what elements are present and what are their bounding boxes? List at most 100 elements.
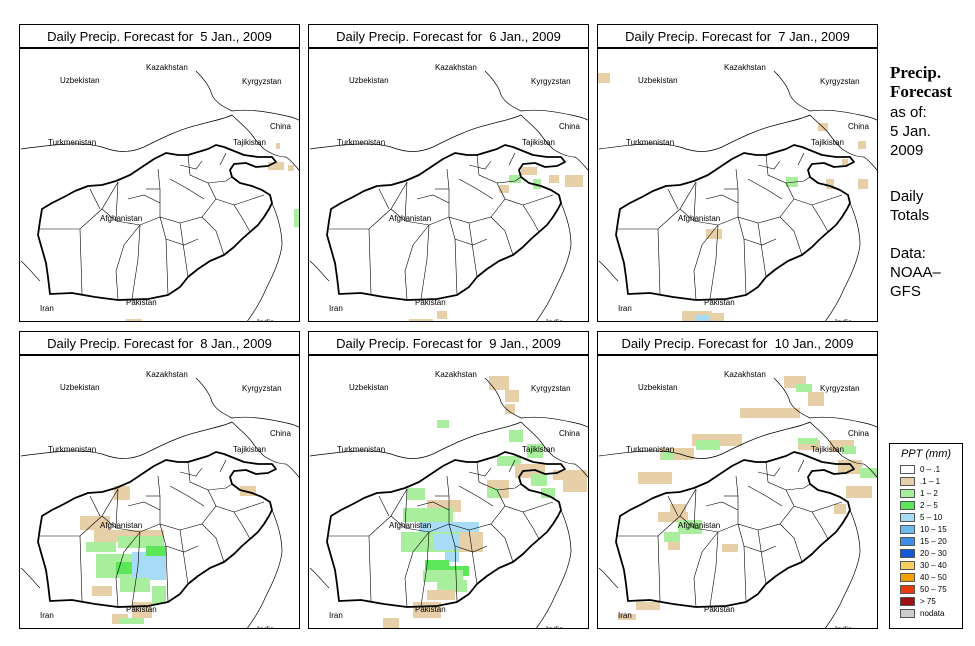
province-boundary	[693, 181, 697, 222]
country-border	[809, 109, 877, 121]
precip-cell	[842, 446, 856, 454]
legend-label: 30 – 40	[920, 561, 947, 570]
country-label-tajikistan: Tajikistan	[522, 445, 555, 454]
country-label-kyrgyzstan: Kyrgyzstan	[531, 77, 571, 86]
legend-item: nodata	[900, 608, 944, 619]
province-boundary	[679, 515, 739, 533]
precip-cell	[120, 618, 144, 624]
precip-cell	[834, 504, 846, 514]
province-boundary	[705, 501, 739, 511]
legend-label: 0 – .1	[920, 465, 941, 474]
province-boundary	[693, 531, 719, 608]
province-boundary	[115, 488, 119, 529]
precip-cell	[383, 618, 399, 628]
country-label-turkmenistan: Turkmenistan	[626, 445, 674, 454]
precip-cell	[407, 488, 425, 500]
forecast-panel-jan-9: Daily Precip. Forecast for 9 Jan., 2009 …	[308, 331, 589, 629]
afghanistan-border	[37, 451, 277, 608]
country-border	[809, 421, 865, 465]
legend-label: .1 – 1	[920, 477, 941, 486]
province-boundary	[508, 459, 516, 473]
country-label-tajikistan: Tajikistan	[233, 445, 266, 454]
country-label-china: China	[270, 122, 291, 131]
legend-swatch	[900, 477, 915, 486]
legend-label: 5 – 10	[920, 513, 943, 522]
precip-map-svg: Uzbekistan Kazakhstan Kyrgyzstan China Turkm…	[20, 370, 299, 628]
data-label: Data:	[890, 245, 926, 262]
country-label-afghanistan: Afghanistan	[678, 214, 720, 223]
precip-cell	[678, 520, 702, 534]
country-label-afghanistan: Afghanistan	[100, 521, 142, 530]
country-border	[285, 463, 299, 478]
legend-swatch	[900, 513, 915, 522]
precip-cell	[826, 179, 834, 189]
country-border	[520, 109, 588, 121]
legend-item: 40 – 50	[900, 572, 947, 583]
province-boundary	[757, 467, 781, 477]
legend-swatch	[900, 465, 915, 474]
province-boundary	[797, 459, 805, 473]
as-of-year: 2009	[890, 142, 924, 159]
precip-cell	[565, 175, 583, 187]
province-boundary	[458, 485, 494, 507]
province-boundary	[693, 488, 697, 529]
country-border	[231, 114, 287, 158]
province-boundary	[446, 475, 478, 585]
precip-cell	[706, 229, 722, 239]
province-boundary	[179, 160, 203, 170]
country-label-china: China	[270, 429, 291, 438]
precip-cell	[638, 472, 672, 484]
precip-map: Uzbekistan Kazakhstan Kyrgyzstan China Turkm…	[19, 48, 300, 322]
precip-cell	[636, 602, 660, 610]
country-label-uzbekistan: Uzbekistan	[60, 76, 100, 85]
precip-cell	[487, 488, 499, 498]
province-boundary	[468, 216, 514, 256]
province-boundary	[785, 176, 811, 184]
province-boundary	[115, 181, 119, 222]
province-boundary	[737, 216, 747, 296]
precip-cell	[505, 404, 515, 414]
country-label-iran: Iran	[618, 304, 632, 313]
province-boundary	[735, 168, 767, 278]
province-boundary	[667, 188, 679, 210]
country-label-india: India	[257, 318, 275, 321]
province-boundary	[657, 535, 661, 602]
country-label-pakistan: Pakistan	[704, 605, 735, 614]
precip-cell	[598, 73, 610, 83]
side-title-line: Forecast	[890, 82, 952, 101]
precip-map-svg: Uzbekistan Kazakhstan Kyrgyzstan China Turkm…	[309, 63, 588, 321]
province-boundary	[169, 178, 205, 200]
precip-cell	[521, 167, 537, 175]
precip-cell	[553, 470, 569, 480]
precip-cell	[126, 319, 142, 321]
precip-cell	[563, 470, 587, 492]
province-boundary	[797, 152, 805, 166]
country-border	[863, 463, 877, 478]
province-boundary	[329, 181, 408, 230]
country-label-turkmenistan: Turkmenistan	[48, 445, 96, 454]
country-label-turkmenistan: Turkmenistan	[337, 138, 385, 147]
legend-swatch	[900, 549, 915, 558]
afghanistan-border	[326, 144, 566, 301]
data-source: NOAA–	[890, 264, 941, 281]
precip-map-svg: Uzbekistan Kazakhstan Kyrgyzstan China Turkm…	[598, 63, 877, 321]
country-border	[773, 70, 811, 112]
country-border	[20, 567, 41, 589]
province-boundary	[40, 181, 119, 230]
province-boundary	[496, 483, 522, 491]
country-border	[598, 114, 811, 152]
province-boundary	[793, 198, 829, 233]
legend-item: 0 – .1	[900, 464, 940, 475]
province-boundary	[157, 168, 189, 278]
country-label-pakistan: Pakistan	[415, 298, 446, 307]
province-boundary	[207, 483, 233, 491]
totals-line: Totals	[890, 207, 930, 224]
precip-cell	[712, 313, 724, 321]
province-boundary	[404, 531, 430, 608]
province-boundary	[468, 160, 492, 170]
precip-map: Uzbekistan Kazakhstan Kyrgyzstan China Turkm…	[19, 355, 300, 629]
country-label-kyrgyzstan: Kyrgyzstan	[531, 384, 571, 393]
precip-cells	[618, 376, 877, 620]
province-boundary	[657, 228, 661, 295]
province-boundary	[811, 194, 843, 206]
